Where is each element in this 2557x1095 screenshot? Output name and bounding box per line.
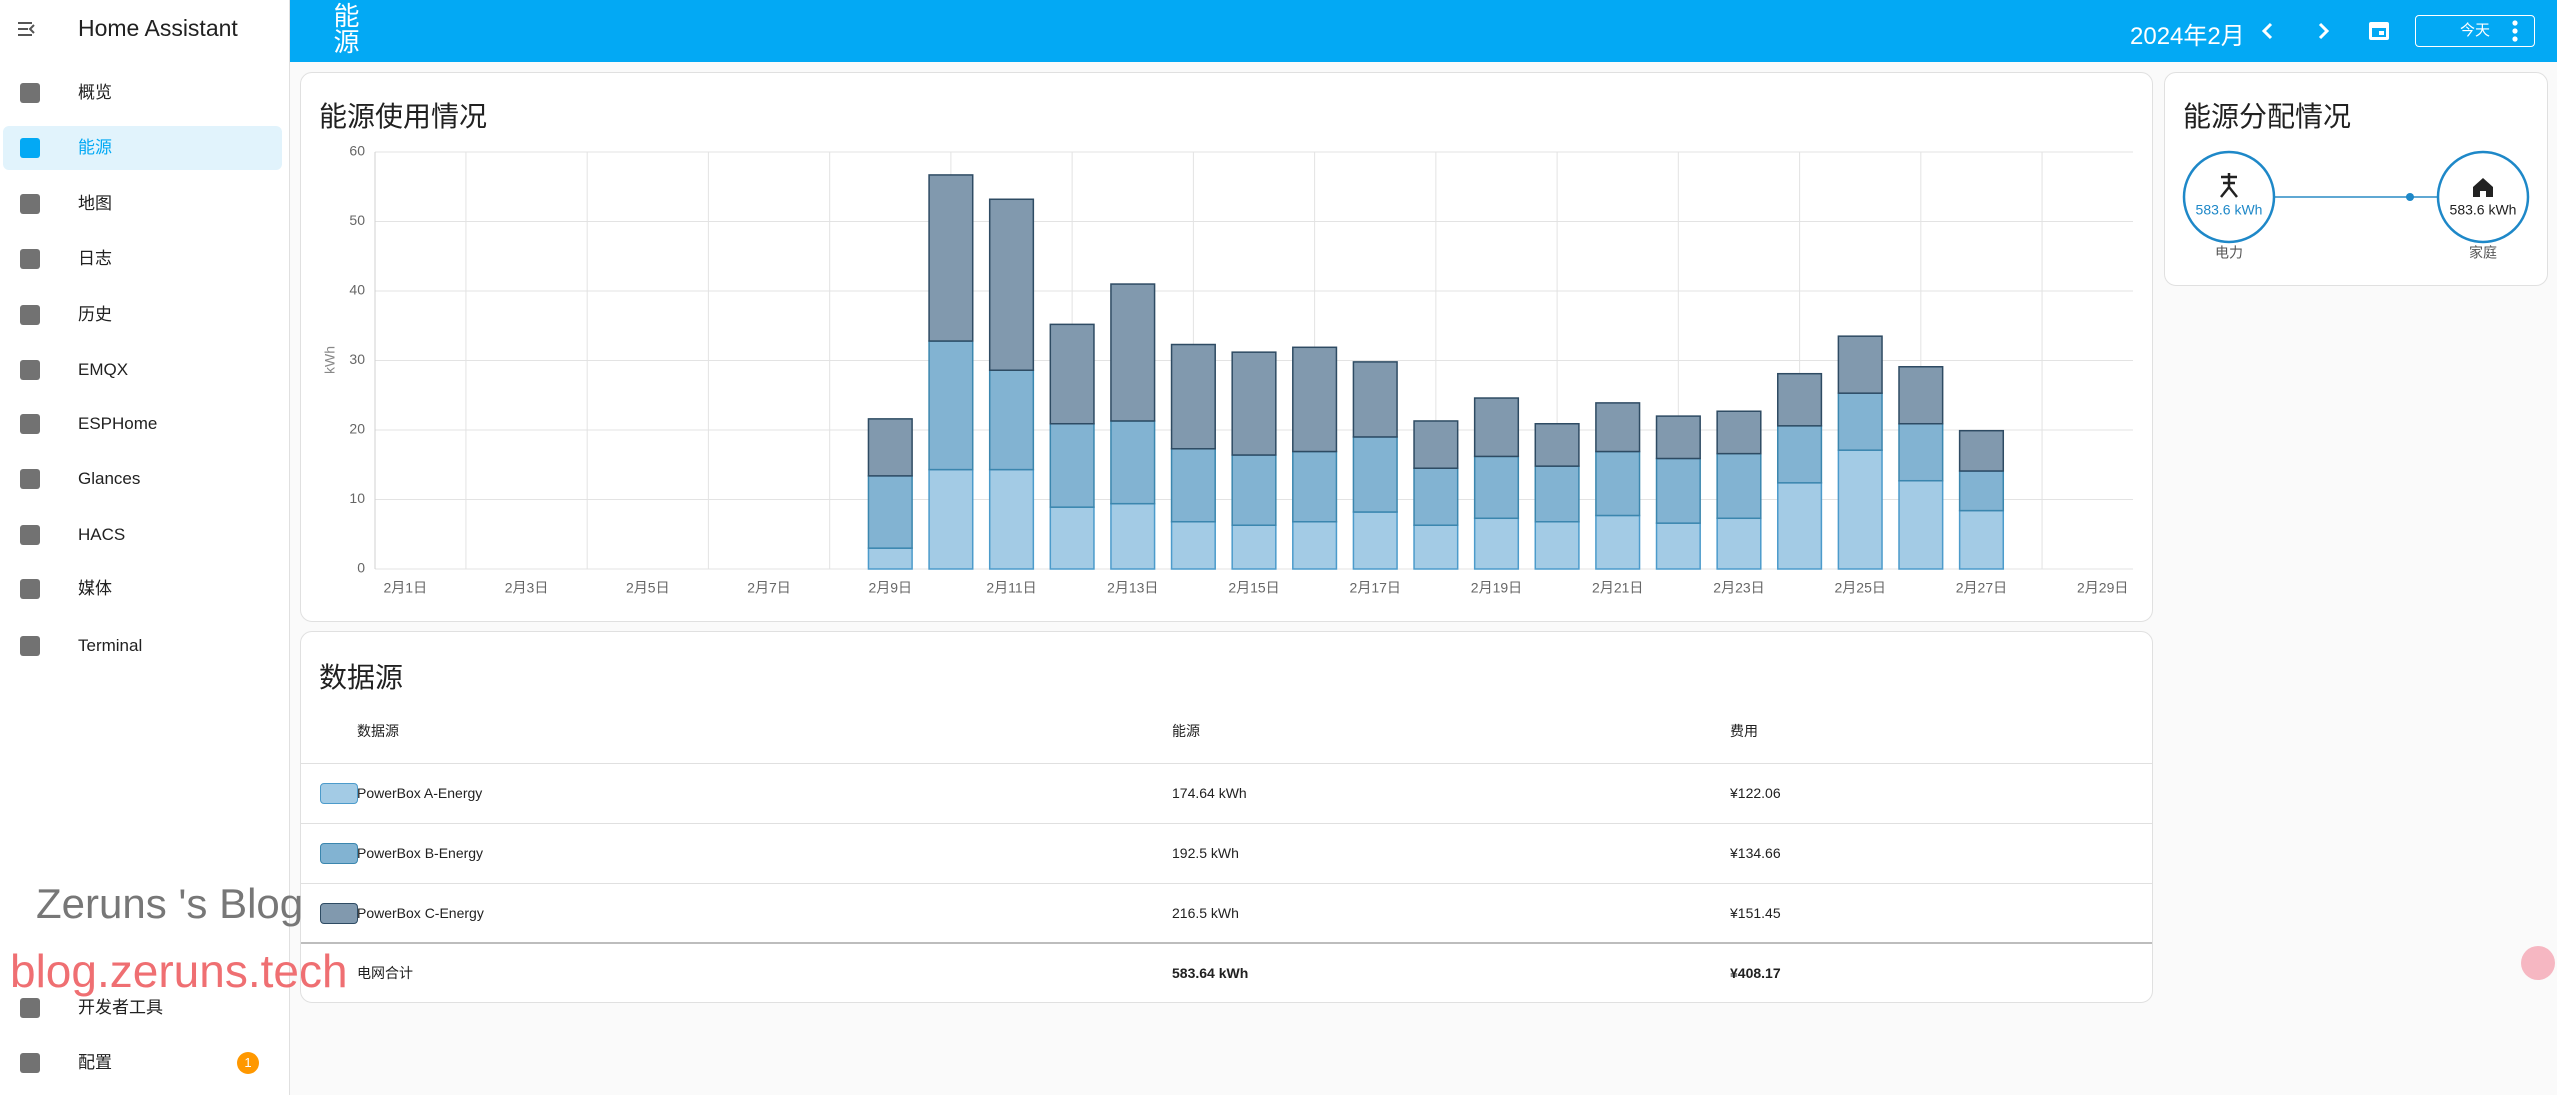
nav-label: 配置 xyxy=(78,1053,112,1072)
row-divider xyxy=(301,942,2152,944)
table-cell: PowerBox A-Energy xyxy=(357,785,483,801)
total-cell: 583.64 kWh xyxy=(1172,965,1249,981)
nav-icon xyxy=(20,525,40,545)
top-bar: 能源 2024年2月 今天 xyxy=(290,0,2557,62)
card-title: 数据源 xyxy=(319,662,404,693)
page-title: 能源 xyxy=(330,2,360,54)
row-divider xyxy=(301,763,2152,764)
total-cell: 电网合计 xyxy=(357,965,413,981)
nav-label: 概览 xyxy=(78,83,112,102)
grid-label: 电力 xyxy=(2215,245,2243,261)
nav-icon xyxy=(20,414,40,434)
nav-icon xyxy=(20,1053,40,1073)
calendar-button[interactable] xyxy=(2366,17,2392,43)
nav-item[interactable]: 能源 xyxy=(3,126,282,170)
nav-label: 开发者工具 xyxy=(78,998,163,1017)
nav-item[interactable]: HACS xyxy=(3,513,282,557)
next-button[interactable] xyxy=(2311,19,2335,43)
nav-label: 地图 xyxy=(78,194,112,213)
watermark: Zeruns 's Blog xyxy=(36,880,304,927)
nav-icon xyxy=(20,579,40,599)
card-title: 能源使用情况 xyxy=(319,101,488,132)
distribution-diagram: 583.6 kWh 583.6 kWh 电力 家庭 xyxy=(2182,150,2530,261)
nav-item[interactable]: 历史 xyxy=(3,293,282,337)
nav-icon xyxy=(20,469,40,489)
table-cell: PowerBox B-Energy xyxy=(357,845,484,861)
nav-icon xyxy=(20,998,40,1018)
nav-item[interactable]: 地图 xyxy=(3,182,282,226)
column-header: 能源 xyxy=(1172,723,1200,739)
nav-item[interactable]: 开发者工具 xyxy=(3,986,282,1030)
nav-item[interactable]: 媒体 xyxy=(3,567,282,611)
legend-swatch xyxy=(320,903,358,924)
column-header: 费用 xyxy=(1730,723,1758,739)
nav-item[interactable]: 日志 xyxy=(3,237,282,281)
legend-swatch xyxy=(320,783,358,804)
menu-button[interactable] xyxy=(16,19,40,39)
nav-icon xyxy=(20,83,40,103)
watermark: blog.zeruns.tech xyxy=(10,945,348,997)
nav-label: ESPHome xyxy=(78,414,158,433)
nav-icon xyxy=(20,305,40,325)
sources-card: 数据源 数据源 能源 费用 PowerBox A-Energy 174.64 kWh ¥1… xyxy=(300,631,2153,1003)
nav-item[interactable]: ESPHome xyxy=(3,402,282,446)
nav-label: HACS xyxy=(78,525,126,544)
sidebar: Home Assistant 概览能源地图日志历史 EMQX ESPHome Glan… xyxy=(0,0,290,1095)
row-divider xyxy=(301,823,2152,824)
nav-item[interactable]: 概览 xyxy=(3,71,282,115)
table-cell: ¥122.06 xyxy=(1730,785,1781,801)
nav-label: 媒体 xyxy=(78,579,112,598)
today-button[interactable]: 今天 xyxy=(2415,15,2535,47)
more-button[interactable] xyxy=(2505,18,2525,44)
nav-label: Terminal xyxy=(78,636,143,655)
nav-item[interactable]: 配置 xyxy=(3,1041,282,1085)
nav-item[interactable]: EMQX xyxy=(3,348,282,392)
nav-label: Glances xyxy=(78,469,141,488)
table-cell: 216.5 kWh xyxy=(1172,905,1239,921)
nav-icon xyxy=(20,636,40,656)
card-title: 能源分配情况 xyxy=(2183,101,2352,132)
table-cell: 174.64 kWh xyxy=(1172,785,1247,801)
nav-icon xyxy=(20,360,40,380)
floating-button[interactable] xyxy=(2521,946,2555,980)
table-cell: ¥134.66 xyxy=(1730,845,1781,861)
usage-card: 能源使用情况 xyxy=(300,72,2153,622)
nav-icon xyxy=(20,249,40,269)
prev-button[interactable] xyxy=(2256,19,2280,43)
badge: 1 xyxy=(237,1052,259,1074)
nav-label: 能源 xyxy=(78,138,112,157)
legend-swatch xyxy=(320,843,358,864)
nav-label: 历史 xyxy=(78,305,112,324)
total-cell: ¥408.17 xyxy=(1730,965,1781,981)
period: 2024年2月 xyxy=(2130,23,2245,50)
nav-label: EMQX xyxy=(78,360,129,379)
home-value: 583.6 kWh xyxy=(2450,202,2517,218)
nav-icon xyxy=(20,138,40,158)
nav-item[interactable]: Glances xyxy=(3,457,282,501)
nav-item[interactable]: Terminal xyxy=(3,624,282,668)
home-label: 家庭 xyxy=(2469,245,2497,261)
grid-value: 583.6 kWh xyxy=(2196,202,2263,218)
nav-label: 日志 xyxy=(78,249,112,268)
table-cell: 192.5 kWh xyxy=(1172,845,1239,861)
table-cell: ¥151.45 xyxy=(1730,905,1781,921)
distribution-card: 能源分配情况 583.6 kWh 583.6 kWh 电力 家庭 xyxy=(2164,72,2548,286)
app-title: Home Assistant xyxy=(78,15,238,41)
nav-icon xyxy=(20,194,40,214)
column-header: 数据源 xyxy=(357,723,399,739)
table-cell: PowerBox C-Energy xyxy=(357,905,484,921)
row-divider xyxy=(301,883,2152,884)
